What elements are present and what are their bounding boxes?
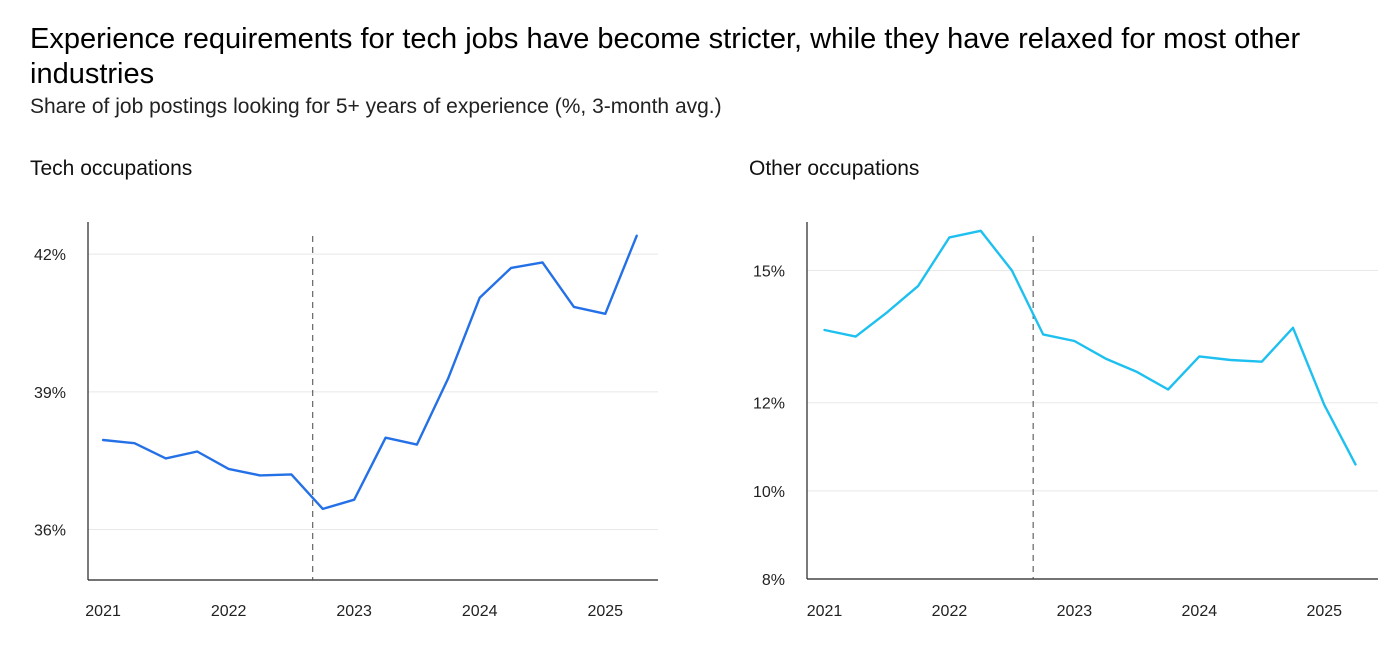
chart-title: Experience requirements for tech jobs ha… [30, 23, 1301, 90]
tech-x-tick-label: 2025 [587, 603, 623, 620]
other-x-tick-label: 2023 [1057, 603, 1093, 620]
other-x-tick-label: 2025 [1306, 603, 1342, 620]
tech-series-line [101, 234, 638, 511]
tech-y-tick-label: 42% [34, 247, 66, 264]
other-panel-title: Other occupations [749, 157, 920, 180]
other-x-tick-label: 2022 [932, 603, 968, 620]
other-y-tick-label: 12% [753, 396, 785, 413]
other-y-tick-label: 15% [753, 263, 785, 280]
tech-panel-title: Tech occupations [30, 157, 193, 180]
other-chart: 8% 10% 12% 15% 2021 2022 2023 2024 2025 [753, 222, 1378, 620]
tech-y-tick-label: 39% [34, 385, 66, 402]
other-x-tick-label: 2024 [1182, 603, 1218, 620]
tech-x-tick-label: 2023 [336, 603, 372, 620]
other-y-tick-label: 8% [762, 572, 785, 589]
chart-subtitle: Share of job postings looking for 5+ yea… [30, 95, 722, 118]
tech-x-tick-label: 2021 [85, 603, 121, 620]
other-series-line [823, 229, 1357, 466]
other-y-tick-label: 10% [753, 484, 785, 501]
tech-chart: 36% 39% 42% 2021 2022 2023 2024 2025 [34, 222, 658, 620]
tech-x-tick-label: 2022 [211, 603, 247, 620]
tech-x-tick-label: 2024 [462, 603, 498, 620]
other-x-tick-label: 2021 [807, 603, 843, 620]
tech-y-tick-label: 36% [34, 523, 66, 540]
